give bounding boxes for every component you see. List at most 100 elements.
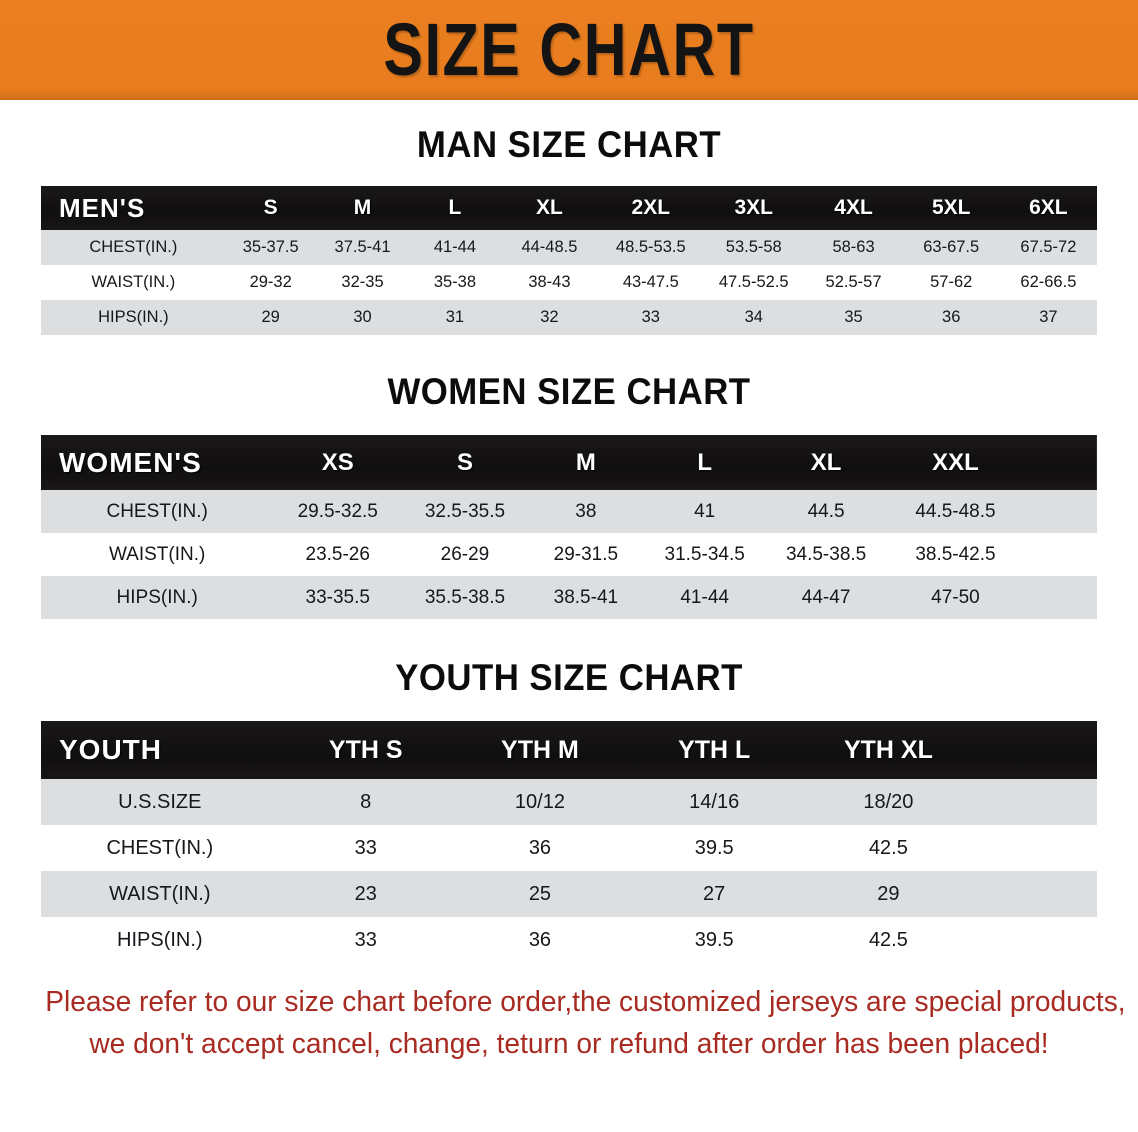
women-waist-xl: 34.5-38.5 bbox=[785, 543, 867, 565]
man-hips-s: 29 bbox=[261, 308, 280, 326]
man-header-row: MEN'S S M L XL 2XL 3XL 4XL 5XL 6XL bbox=[41, 186, 1097, 230]
man-hips-xl: 32 bbox=[540, 308, 559, 326]
man-row-label-hips: HIPS(IN.) bbox=[98, 308, 169, 326]
women-header-col-xs: XS bbox=[321, 448, 354, 476]
man-size-table: MEN'S S M L XL 2XL 3XL 4XL 5XL 6XL CHEST… bbox=[41, 186, 1097, 335]
women-row-label-chest: CHEST(IN.) bbox=[106, 500, 208, 522]
women-header-corner-label: WOMEN'S bbox=[59, 446, 202, 478]
women-chest-xs: 29.5-32.5 bbox=[297, 500, 378, 522]
women-hips-xxl: 47-50 bbox=[931, 586, 980, 608]
women-size-table-wrapper: WOMEN'S XS S M L XL XXL CHEST(IN.) 29.5-… bbox=[41, 435, 1097, 619]
women-table-body: CHEST(IN.) 29.5-32.5 32.5-35.5 38 41 44.… bbox=[41, 490, 1097, 619]
youth-header-col-s: YTH S bbox=[328, 735, 403, 764]
youth-hips-l: 39.5 bbox=[694, 928, 734, 951]
table-row: CHEST(IN.) 35-37.5 37.5-41 41-44 44-48.5… bbox=[41, 230, 1097, 265]
man-hips-3xl: 34 bbox=[744, 308, 763, 326]
man-waist-3xl: 47.5-52.5 bbox=[718, 273, 789, 291]
table-row: U.S.SIZE 8 10/12 14/16 18/20 bbox=[41, 779, 1097, 825]
women-size-table: WOMEN'S XS S M L XL XXL CHEST(IN.) 29.5-… bbox=[41, 435, 1097, 619]
man-size-table-wrapper: MEN'S S M L XL 2XL 3XL 4XL 5XL 6XL CHEST… bbox=[41, 186, 1097, 335]
man-hips-l: 31 bbox=[445, 308, 465, 326]
youth-chest-l: 39.5 bbox=[694, 836, 734, 859]
youth-ussize-xl: 18/20 bbox=[863, 790, 914, 813]
youth-row-label-ussize: U.S.SIZE bbox=[118, 790, 202, 813]
women-waist-spacer bbox=[1024, 533, 1097, 576]
youth-header-col-xl: YTH XL bbox=[843, 735, 933, 764]
women-hips-spacer bbox=[1024, 576, 1097, 619]
table-row: WAIST(IN.) 29-32 32-35 35-38 38-43 43-47… bbox=[41, 265, 1097, 300]
man-waist-m: 32-35 bbox=[341, 273, 384, 291]
youth-size-table-wrapper: YOUTH YTH S YTH M YTH L YTH XL U.S.SIZE … bbox=[41, 721, 1097, 963]
women-header-row: WOMEN'S XS S M L XL XXL bbox=[41, 435, 1097, 490]
women-waist-m: 29-31.5 bbox=[553, 543, 619, 565]
man-chest-2xl: 48.5-53.5 bbox=[615, 238, 686, 256]
man-header-corner-label: MEN'S bbox=[59, 192, 146, 223]
women-hips-xs: 33-35.5 bbox=[305, 586, 370, 608]
man-hips-5xl: 36 bbox=[942, 308, 961, 326]
youth-chest-spacer bbox=[976, 825, 1097, 871]
table-row: CHEST(IN.) 29.5-32.5 32.5-35.5 38 41 44.… bbox=[41, 490, 1097, 533]
youth-hips-m: 36 bbox=[528, 928, 552, 951]
man-chest-s: 35-37.5 bbox=[242, 238, 299, 256]
youth-chest-m: 36 bbox=[528, 836, 552, 859]
women-chest-m: 38 bbox=[575, 500, 597, 522]
table-row: CHEST(IN.) 33 36 39.5 42.5 bbox=[41, 825, 1097, 871]
man-waist-s: 29-32 bbox=[249, 273, 292, 291]
women-header-col-s: S bbox=[456, 448, 473, 476]
man-row-label-waist: WAIST(IN.) bbox=[91, 273, 176, 291]
man-table-header: MEN'S S M L XL 2XL 3XL 4XL 5XL 6XL bbox=[41, 186, 1097, 230]
youth-header-col-m: YTH M bbox=[501, 735, 579, 764]
man-waist-2xl: 43-47.5 bbox=[622, 273, 679, 291]
youth-header-col-l: YTH L bbox=[678, 735, 751, 764]
page-title: SIZE CHART bbox=[383, 8, 755, 91]
table-row: WAIST(IN.) 23.5-26 26-29 29-31.5 31.5-34… bbox=[41, 533, 1097, 576]
youth-ussize-spacer bbox=[976, 779, 1097, 825]
youth-ussize-m: 10/12 bbox=[514, 790, 565, 813]
man-header-col-6xl: 6XL bbox=[1029, 196, 1068, 219]
youth-table-header: YOUTH YTH S YTH M YTH L YTH XL bbox=[41, 721, 1097, 779]
women-chest-xxl: 44.5-48.5 bbox=[915, 500, 996, 522]
man-hips-4xl: 35 bbox=[844, 308, 863, 326]
man-section-heading: MAN SIZE CHART bbox=[416, 124, 722, 165]
table-row: HIPS(IN.) 33 36 39.5 42.5 bbox=[41, 917, 1097, 963]
man-waist-4xl: 52.5-57 bbox=[825, 273, 882, 291]
man-waist-5xl: 57-62 bbox=[930, 273, 973, 291]
youth-waist-s: 23 bbox=[354, 882, 377, 905]
man-hips-m: 30 bbox=[353, 308, 372, 326]
man-hips-6xl: 37 bbox=[1039, 308, 1058, 326]
women-section-heading: WOMEN SIZE CHART bbox=[387, 371, 751, 412]
man-chest-m: 37.5-41 bbox=[334, 238, 391, 256]
women-hips-m: 38.5-41 bbox=[553, 586, 619, 608]
disclaimer-text: Please refer to our size chart before or… bbox=[45, 981, 1126, 1065]
youth-waist-spacer bbox=[976, 871, 1097, 917]
youth-waist-l: 27 bbox=[703, 882, 726, 905]
man-chest-xl: 44-48.5 bbox=[521, 238, 578, 256]
youth-hips-xl: 42.5 bbox=[868, 928, 908, 951]
man-waist-xl: 38-43 bbox=[528, 273, 571, 291]
youth-waist-xl: 29 bbox=[877, 882, 900, 905]
disclaimer-line-2: we don't accept cancel, change, teturn o… bbox=[89, 1028, 1049, 1061]
youth-chest-xl: 42.5 bbox=[868, 836, 908, 859]
disclaimer-line-1: Please refer to our size chart before or… bbox=[45, 986, 1126, 1018]
women-waist-s: 26-29 bbox=[440, 543, 490, 565]
youth-waist-m: 25 bbox=[528, 882, 552, 905]
youth-row-label-waist: WAIST(IN.) bbox=[109, 882, 211, 905]
youth-header-col-spacer bbox=[976, 721, 1097, 779]
women-chest-s: 32.5-35.5 bbox=[424, 500, 506, 522]
youth-ussize-l: 14/16 bbox=[689, 790, 740, 813]
youth-chest-s: 33 bbox=[354, 836, 377, 859]
women-table-header: WOMEN'S XS S M L XL XXL bbox=[41, 435, 1097, 490]
page-banner: SIZE CHART bbox=[0, 0, 1138, 100]
man-chest-3xl: 53.5-58 bbox=[725, 238, 782, 256]
youth-header-corner-label: YOUTH bbox=[59, 734, 162, 765]
man-header-col-2xl: 2XL bbox=[631, 196, 671, 219]
man-header-col-5xl: 5XL bbox=[931, 196, 971, 219]
women-row-label-waist: WAIST(IN.) bbox=[108, 543, 206, 565]
youth-table-body: U.S.SIZE 8 10/12 14/16 18/20 CHEST(IN.) … bbox=[41, 779, 1097, 963]
women-chest-spacer bbox=[1024, 490, 1097, 533]
man-header-col-s: S bbox=[263, 196, 278, 219]
man-chest-5xl: 63-67.5 bbox=[923, 238, 980, 256]
table-row: WAIST(IN.) 23 25 27 29 bbox=[41, 871, 1097, 917]
man-row-label-chest: CHEST(IN.) bbox=[89, 238, 178, 256]
man-hips-2xl: 33 bbox=[641, 308, 660, 326]
